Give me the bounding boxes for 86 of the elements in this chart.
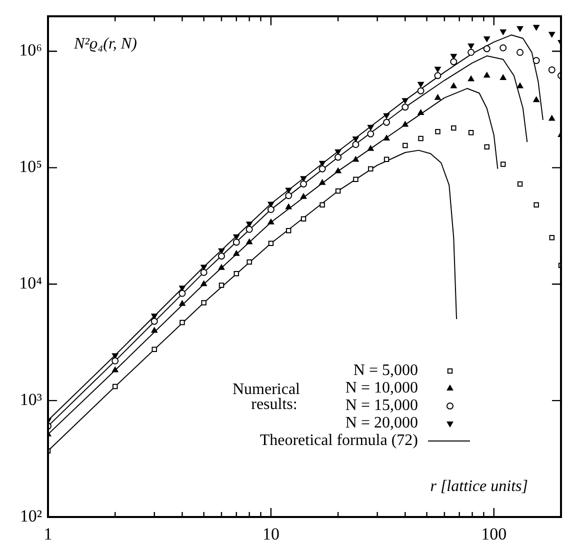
point <box>320 202 325 208</box>
point <box>200 268 208 276</box>
legend-label: N = 15,000 <box>345 397 418 414</box>
point <box>318 165 326 172</box>
legend-label: N = 5,000 <box>353 362 418 380</box>
point <box>434 72 442 80</box>
point <box>300 176 307 182</box>
point <box>285 192 292 200</box>
point <box>218 248 225 254</box>
y-axis-title: N²ϱ₄(r, N) <box>73 35 137 52</box>
y-tick-label: 10³ <box>20 390 42 410</box>
point <box>435 129 440 134</box>
point <box>418 109 424 115</box>
point <box>500 162 506 167</box>
point <box>233 234 240 240</box>
point <box>218 252 225 260</box>
point <box>450 82 457 88</box>
legend-label: Theoretical formula (72) <box>260 432 418 450</box>
point <box>368 145 374 151</box>
point <box>368 124 374 130</box>
point <box>468 130 474 136</box>
point <box>533 96 540 102</box>
point <box>468 44 474 50</box>
point <box>402 142 408 148</box>
point <box>267 206 274 214</box>
point <box>286 204 292 210</box>
point <box>418 136 424 142</box>
point <box>450 58 458 66</box>
point <box>300 193 307 199</box>
point <box>383 118 390 126</box>
point <box>218 264 225 270</box>
point <box>218 282 224 288</box>
point <box>402 121 408 127</box>
x-axis-title: r [lattice units] <box>430 478 528 496</box>
point <box>517 181 523 187</box>
point <box>286 228 292 234</box>
point <box>516 48 524 56</box>
x-tick-label: 100 <box>481 524 507 544</box>
point <box>367 130 374 138</box>
point <box>368 166 374 172</box>
x-tick-label: 10 <box>262 524 280 544</box>
legend-title: Numerical results: <box>232 380 301 413</box>
y-tick-label: 10⁵ <box>19 157 42 176</box>
point <box>200 280 207 286</box>
point <box>402 104 409 111</box>
point <box>516 26 524 32</box>
point <box>383 113 390 119</box>
point <box>384 156 390 162</box>
point <box>418 82 424 88</box>
point <box>468 76 474 82</box>
point <box>434 66 441 72</box>
y-tick-label: 10² <box>20 506 42 526</box>
point <box>484 144 490 150</box>
point <box>234 271 240 276</box>
point <box>434 94 441 100</box>
y-tick-label: 10⁴ <box>19 274 42 293</box>
point <box>335 188 341 194</box>
point <box>534 202 539 208</box>
point <box>383 135 390 141</box>
y-tick-label: 10⁶ <box>19 40 42 60</box>
point <box>468 48 475 56</box>
point <box>451 125 456 131</box>
point <box>334 168 342 174</box>
point <box>484 72 490 78</box>
point <box>300 180 308 188</box>
point <box>334 149 342 155</box>
point <box>201 300 206 306</box>
x-tick-label: 1 <box>44 524 52 544</box>
point <box>532 57 540 64</box>
point <box>533 24 540 30</box>
point <box>500 29 506 35</box>
point <box>417 87 424 94</box>
point <box>233 250 240 256</box>
point <box>483 45 490 52</box>
point <box>300 216 306 222</box>
point <box>402 98 408 104</box>
point <box>334 154 342 161</box>
point <box>484 36 490 42</box>
point <box>500 74 506 80</box>
point <box>268 218 274 224</box>
point <box>516 82 524 88</box>
point <box>268 240 274 246</box>
point <box>319 179 326 185</box>
legend-label: N = 10,000 <box>345 380 418 397</box>
point <box>500 44 507 52</box>
legend-label: N = 20,000 <box>345 414 418 432</box>
